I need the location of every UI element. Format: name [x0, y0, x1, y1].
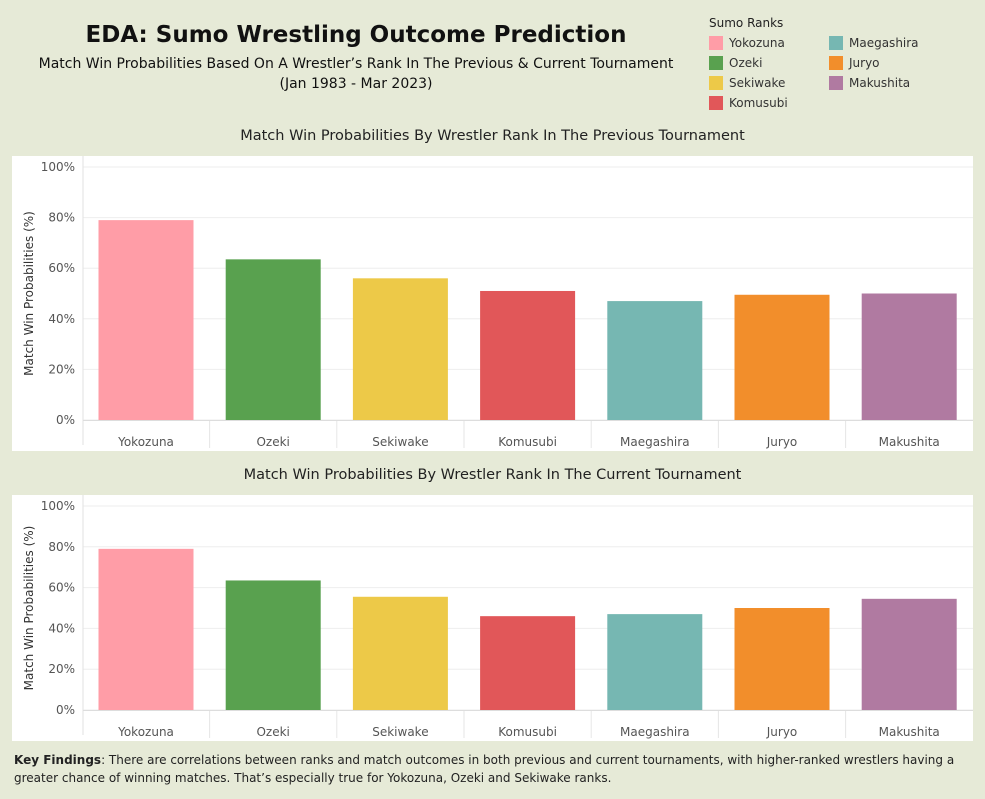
- y-tick-label: 40%: [48, 312, 75, 326]
- bar-yokozuna: [98, 220, 194, 420]
- dashboard-header: EDA: Sumo Wrestling Outcome Prediction M…: [0, 22, 712, 92]
- y-tick-label: 80%: [48, 540, 75, 554]
- key-findings-label: Key Findings: [14, 753, 102, 767]
- bar-juryo: [734, 294, 830, 420]
- bar-chart-current: 0% 20% 40% 60% 80% 100% Match Win Probabilitie…: [22, 495, 973, 739]
- y-tick-label: 20%: [48, 362, 75, 376]
- x-tick-label: Maegashira: [620, 725, 690, 739]
- y-tick-label: 0%: [56, 413, 75, 427]
- x-tick-label: Yokozuna: [117, 435, 174, 449]
- x-tick-label: Komusubi: [498, 725, 557, 739]
- key-findings: Key Findings: There are correlations bet…: [14, 751, 974, 787]
- legend-label: Juryo: [849, 56, 880, 70]
- legend-swatch: [829, 76, 843, 90]
- x-tick-label: Makushita: [879, 435, 940, 449]
- x-tick-label: Sekiwake: [372, 725, 428, 739]
- legend-label: Makushita: [849, 76, 911, 90]
- x-tick-label: Ozeki: [256, 435, 289, 449]
- dashboard-title: EDA: Sumo Wrestling Outcome Prediction: [85, 22, 627, 48]
- y-tick-label: 60%: [48, 581, 75, 595]
- legend-swatch: [829, 56, 843, 70]
- legend-item-makushita: Makushita: [829, 73, 949, 93]
- y-tick-label: 100%: [41, 499, 75, 513]
- legend-item-maegashira: Maegashira: [829, 33, 949, 53]
- y-tick-label: 100%: [41, 160, 75, 174]
- legend-swatch: [709, 76, 723, 90]
- legend-item-yokozuna: Yokozuna: [709, 33, 829, 53]
- legend-swatch: [709, 96, 723, 110]
- y-tick-label: 40%: [48, 621, 75, 635]
- x-tick-label: Juryo: [766, 725, 798, 739]
- chart-previous-tournament: 0% 20% 40% 60% 80% 100% Match Win Probabilitie…: [12, 156, 973, 451]
- legend-swatch: [709, 36, 723, 50]
- legend-item-komusubi: Komusubi: [709, 93, 829, 113]
- bar-ozeki: [225, 580, 321, 710]
- x-tick-label: Juryo: [766, 435, 798, 449]
- x-tick-label: Maegashira: [620, 435, 690, 449]
- legend-swatch: [709, 56, 723, 70]
- bar-maegashira: [607, 614, 703, 710]
- bar-juryo: [734, 608, 830, 710]
- bar-yokozuna: [98, 548, 194, 710]
- y-tick-label: 80%: [48, 211, 75, 225]
- y-axis-label: Match Win Probabilities (%): [22, 526, 36, 691]
- legend-label: Yokozuna: [729, 36, 785, 50]
- y-axis-label: Match Win Probabilities (%): [22, 211, 36, 376]
- bar-komusubi: [480, 290, 576, 420]
- x-tick-label: Ozeki: [256, 725, 289, 739]
- bar-komusubi: [480, 616, 576, 710]
- x-tick-label: Yokozuna: [117, 725, 174, 739]
- chart-title-current: Match Win Probabilities By Wrestler Rank…: [243, 467, 742, 483]
- x-tick-label: Makushita: [879, 725, 940, 739]
- legend-item-sekiwake: Sekiwake: [709, 73, 829, 93]
- legend-label: Komusubi: [729, 96, 788, 110]
- legend-items: Yokozuna Ozeki Sekiwake Komusubi Maegashira J…: [709, 33, 979, 113]
- bar-chart-previous: 0% 20% 40% 60% 80% 100% Match Win Probabilitie…: [22, 156, 973, 449]
- legend-item-juryo: Juryo: [829, 53, 949, 73]
- chart-current-tournament: 0% 20% 40% 60% 80% 100% Match Win Probabilitie…: [12, 495, 973, 741]
- legend-label: Ozeki: [729, 56, 763, 70]
- date-range: (Jan 1983 - Mar 2023): [279, 76, 433, 92]
- bar-maegashira: [607, 301, 703, 420]
- bar-makushita: [861, 598, 957, 710]
- legend-swatch: [829, 36, 843, 50]
- bar-sekiwake: [352, 596, 448, 710]
- x-tick-label: Komusubi: [498, 435, 557, 449]
- y-tick-label: 20%: [48, 662, 75, 676]
- chart-title-previous: Match Win Probabilities By Wrestler Rank…: [240, 128, 745, 144]
- key-findings-text: : There are correlations between ranks a…: [14, 753, 955, 785]
- x-tick-label: Sekiwake: [372, 435, 428, 449]
- dashboard-subtitle: Match Win Probabilities Based On A Wrest…: [38, 56, 674, 72]
- bar-ozeki: [225, 259, 321, 420]
- y-tick-label: 60%: [48, 261, 75, 275]
- legend-title: Sumo Ranks: [709, 16, 784, 30]
- rank-legend: Sumo Ranks Yokozuna Ozeki Sekiwake Komusubi…: [709, 16, 979, 113]
- legend-label: Maegashira: [849, 36, 919, 50]
- bar-sekiwake: [352, 278, 448, 420]
- legend-item-ozeki: Ozeki: [709, 53, 829, 73]
- y-tick-label: 0%: [56, 703, 75, 717]
- legend-label: Sekiwake: [729, 76, 786, 90]
- bar-makushita: [861, 293, 957, 420]
